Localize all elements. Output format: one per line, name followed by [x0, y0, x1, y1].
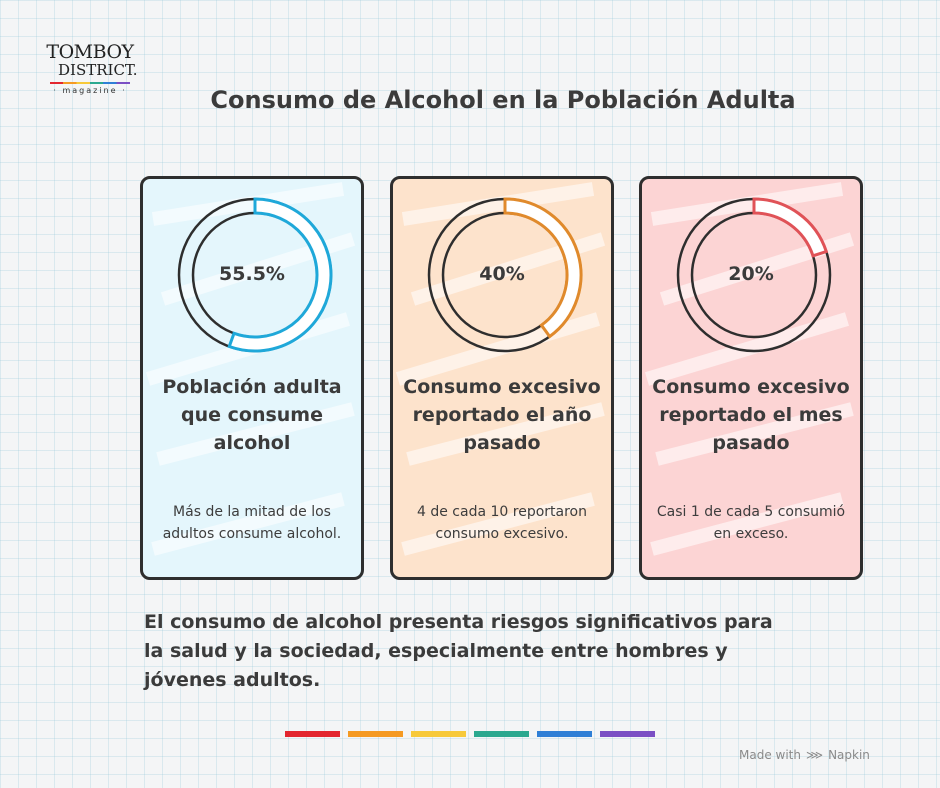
scribble-decoration — [395, 182, 606, 556]
progress-ring — [427, 197, 583, 353]
card-description: Casi 1 de cada 5 consumió en exceso. — [656, 504, 846, 542]
percent-value: 55.5% — [219, 263, 285, 285]
percent-value: 40% — [479, 263, 525, 285]
made-with-text: Made with — [739, 748, 801, 762]
card-description: Más de la mitad de los adultos consume a… — [162, 504, 342, 542]
color-bar-2 — [348, 731, 403, 737]
card-heading: Consumo excesivo reportado el mes pasado — [652, 376, 850, 454]
color-bar-5 — [537, 731, 592, 737]
page-title: Consumo de Alcohol en la Población Adult… — [210, 86, 796, 114]
progress-arc — [227, 197, 333, 353]
made-with-napkin[interactable]: Made with ⋙ Napkin — [739, 748, 870, 762]
scribble-decoration — [644, 182, 855, 556]
tomboy-district-logo: TOMBOY DISTRICT. · magazine · — [44, 41, 138, 95]
color-bars — [285, 731, 655, 737]
color-bar-3 — [411, 731, 466, 737]
percent-value: 20% — [728, 263, 774, 285]
napkin-brand: Napkin — [828, 748, 870, 762]
stat-card-excess-last-month: 20% Consumo excesivo reportado el mes pa… — [639, 176, 863, 580]
summary-statement: El consumo de alcohol presenta riesgos s… — [144, 611, 773, 691]
card-heading: Población adulta que consume alcohol — [162, 376, 342, 454]
stat-card-excess-last-year: 40% Consumo excesivo reportado el año pa… — [390, 176, 614, 580]
progress-arc — [503, 197, 583, 339]
color-bar-6 — [600, 731, 655, 737]
card-description: 4 de cada 10 reportaron consumo excesivo… — [417, 504, 587, 542]
logo-text-district: DISTRICT. — [58, 61, 138, 79]
stat-card-adult-consumption: 55.5% Población adulta que consume alcoh… — [140, 176, 364, 580]
card-heading: Consumo excesivo reportado el año pasado — [403, 376, 601, 454]
logo-rainbow-rule — [50, 82, 130, 84]
napkin-icon: ⋙ — [805, 748, 824, 762]
color-bar-4 — [474, 731, 529, 737]
progress-ring — [676, 197, 832, 353]
logo-text-tomboy: TOMBOY — [46, 41, 134, 63]
progress-ring — [177, 197, 333, 353]
progress-arc — [752, 197, 829, 258]
color-bar-1 — [285, 731, 340, 737]
logo-text-magazine: · magazine · — [53, 86, 127, 95]
